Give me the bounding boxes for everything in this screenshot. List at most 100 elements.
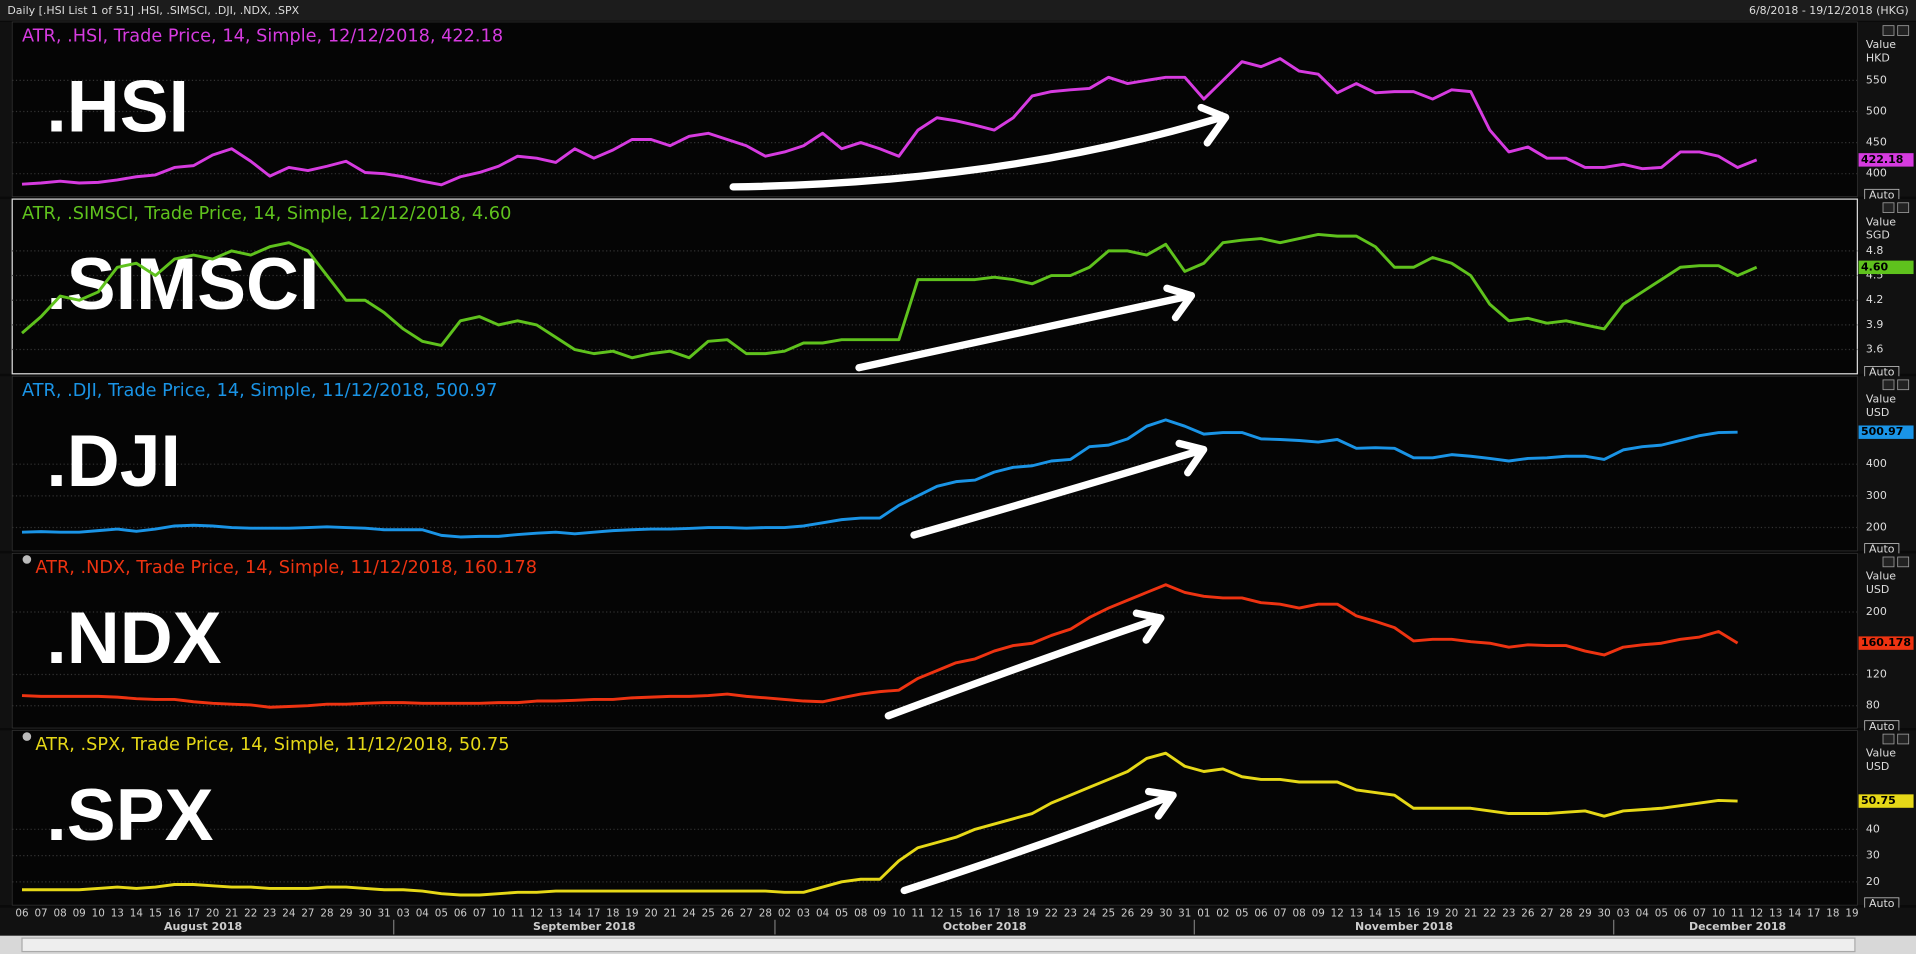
- x-tick-label: 31: [1178, 908, 1191, 920]
- scroll-thumb[interactable]: [21, 937, 1856, 953]
- x-tick-label: 07: [1274, 908, 1287, 920]
- x-tick-label: 11: [1731, 908, 1744, 920]
- x-tick-label: 22: [1483, 908, 1496, 920]
- value-tag: 422.18: [1861, 153, 1903, 166]
- window-button[interactable]: [1882, 379, 1895, 391]
- x-tick-label: 02: [1216, 908, 1229, 920]
- auto-button[interactable]: Auto: [1869, 720, 1895, 733]
- x-tick-label: 14: [1788, 908, 1802, 920]
- x-axis-band: [0, 907, 1916, 936]
- x-tick-label: 13: [1769, 908, 1782, 920]
- series-line: [21, 57, 1758, 187]
- x-tick-label: 03: [397, 908, 410, 920]
- window-button[interactable]: [1882, 25, 1895, 36]
- series-title: ATR, .SIMSCI, Trade Price, 14, Simple, 1…: [22, 204, 511, 224]
- x-tick-label: 09: [1312, 908, 1325, 920]
- close-button[interactable]: [1897, 733, 1910, 745]
- x-tick-label: 28: [759, 908, 772, 920]
- x-tick-label: 14: [1369, 908, 1383, 920]
- y-tick-label: 400: [1866, 167, 1887, 180]
- series-line: [21, 751, 1738, 897]
- x-tick-label: 31: [378, 908, 391, 920]
- x-tick-label: 26: [721, 908, 734, 920]
- x-tick-label: 16: [969, 908, 982, 920]
- x-tick-label: 19: [625, 908, 638, 920]
- unit: USD: [1866, 583, 1889, 596]
- plot-area: [11, 198, 1858, 375]
- x-tick-label: 30: [359, 908, 372, 920]
- window-button[interactable]: [1882, 733, 1895, 745]
- title-bar: [0, 0, 1916, 21]
- symbol-label: .SPX: [46, 774, 213, 856]
- x-tick-label: 16: [1407, 908, 1420, 920]
- y-tick-label: 40: [1866, 822, 1880, 835]
- y-tick-label: 400: [1866, 457, 1887, 470]
- arrow: [900, 787, 1177, 895]
- value-tag: 4.60: [1861, 260, 1888, 273]
- month-label: September 2018: [533, 920, 636, 933]
- x-tick-label: 14: [130, 908, 144, 920]
- plot-area: [11, 21, 1858, 198]
- x-tick-label: 17: [587, 908, 600, 920]
- close-button[interactable]: [1897, 556, 1910, 568]
- x-tick-label: 13: [111, 908, 124, 920]
- x-tick-label: 26: [1521, 908, 1534, 920]
- x-tick-label: 17: [988, 908, 1001, 920]
- y-tick-label: 3.6: [1866, 343, 1883, 356]
- unit: HKD: [1866, 52, 1890, 65]
- x-tick-label: 10: [492, 908, 505, 920]
- value-tag-box: [1858, 636, 1914, 650]
- window-button[interactable]: [1882, 556, 1895, 568]
- x-tick-label: 07: [473, 908, 486, 920]
- y-axis-title: Value: [1866, 38, 1896, 51]
- x-tick-label: 17: [1807, 908, 1820, 920]
- y-tick-label: 3.9: [1866, 318, 1883, 331]
- close-button[interactable]: [1897, 379, 1910, 391]
- arrow: [910, 439, 1208, 539]
- x-tick-label: 05: [435, 908, 448, 920]
- x-tick-label: 23: [1064, 908, 1077, 920]
- value-tag-box: [1858, 794, 1914, 808]
- x-tick-label: 06: [1254, 908, 1267, 920]
- x-tick-label: 02: [778, 908, 791, 920]
- y-tick-label: 300: [1866, 489, 1887, 502]
- x-tick-label: 19: [1426, 908, 1439, 920]
- x-tick-label: 07: [1693, 908, 1706, 920]
- x-tick-label: 12: [1750, 908, 1763, 920]
- x-tick-label: 15: [949, 908, 962, 920]
- x-tick-label: 12: [530, 908, 543, 920]
- x-tick-label: 12: [1331, 908, 1344, 920]
- x-tick-label: 28: [1559, 908, 1572, 920]
- x-tick-label: 28: [320, 908, 333, 920]
- value-tag-box: [1858, 153, 1914, 167]
- symbol-label: .DJI: [46, 420, 180, 502]
- x-tick-label: 16: [168, 908, 181, 920]
- x-tick-label: 05: [1235, 908, 1248, 920]
- auto-button[interactable]: Auto: [1869, 543, 1895, 556]
- x-tick-label: 24: [282, 908, 296, 920]
- window-button[interactable]: [1882, 202, 1895, 213]
- x-tick-label: 18: [1826, 908, 1839, 920]
- x-tick-label: 29: [339, 908, 352, 920]
- auto-button[interactable]: Auto: [1869, 366, 1895, 379]
- x-tick-label: 25: [702, 908, 715, 920]
- x-tick-label: 14: [568, 908, 582, 920]
- x-tick-label: 03: [1617, 908, 1630, 920]
- x-tick-label: 06: [454, 908, 467, 920]
- x-tick-label: 22: [244, 908, 257, 920]
- x-tick-label: 18: [1007, 908, 1020, 920]
- close-button[interactable]: [1897, 202, 1910, 213]
- x-tick-label: 20: [1445, 908, 1458, 920]
- auto-button[interactable]: Auto: [1869, 897, 1895, 910]
- auto-button[interactable]: Auto: [1869, 188, 1895, 201]
- y-tick-label: 500: [1866, 104, 1887, 117]
- close-button[interactable]: [1897, 25, 1910, 36]
- x-tick-label: 09: [873, 908, 886, 920]
- x-tick-label: 29: [1140, 908, 1153, 920]
- x-tick-label: 11: [511, 908, 524, 920]
- y-tick-label: 4.8: [1866, 244, 1883, 257]
- y-axis-title: Value: [1866, 747, 1896, 760]
- series-line: [21, 418, 1738, 539]
- x-tick-label: 27: [1540, 908, 1553, 920]
- x-tick-label: 12: [930, 908, 943, 920]
